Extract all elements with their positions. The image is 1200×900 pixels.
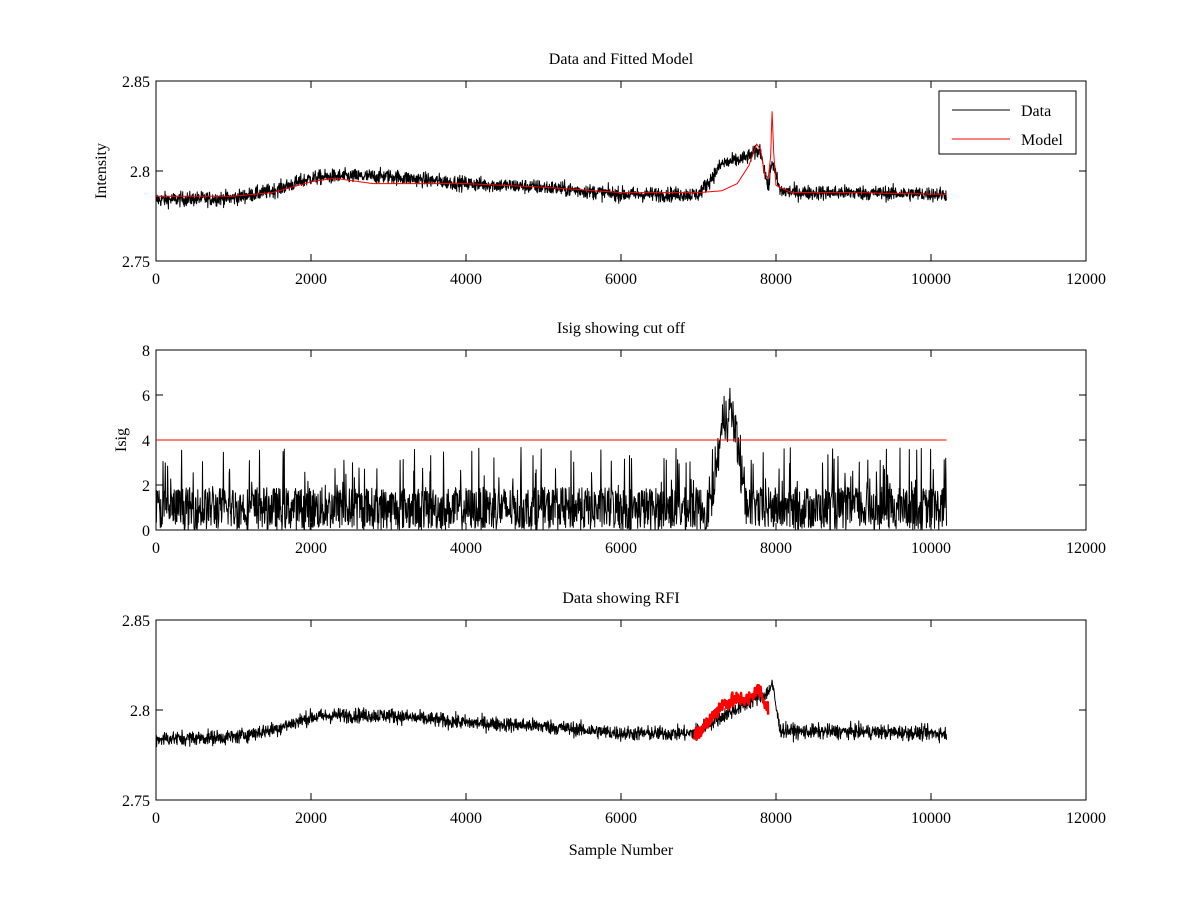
panel-1-yticks: 2.75 2.8 2.85 — [122, 74, 1086, 271]
y-tick-label: 2 — [142, 478, 150, 495]
y-tick-label: 8 — [142, 343, 150, 360]
x-tick-label: 12000 — [1066, 810, 1106, 827]
y-tick-label: 2.8 — [130, 164, 150, 181]
x-tick-label: 6000 — [605, 271, 637, 288]
y-tick-label: 4 — [142, 433, 150, 450]
y-tick-label: 2.75 — [122, 793, 150, 810]
series-line-rfi — [693, 683, 770, 742]
panel-2-series — [155, 387, 947, 531]
y-tick-label: 6 — [142, 388, 150, 405]
x-tick-label: 6000 — [605, 810, 637, 827]
x-tick-label: 2000 — [295, 810, 327, 827]
panel-1-xticks: 0 2000 4000 6000 8000 10000 12000 — [152, 81, 1106, 288]
panel-2-yticks: 0 2 4 6 8 — [142, 343, 1086, 540]
x-tick-label: 0 — [152, 540, 160, 557]
x-tick-label: 4000 — [450, 810, 482, 827]
panel-3-title: Data showing RFI — [562, 590, 679, 607]
y-tick-label: 2.85 — [122, 74, 150, 91]
x-tick-label: 2000 — [295, 540, 327, 557]
panel-2-title: Isig showing cut off — [557, 320, 686, 337]
series-line-isig — [155, 387, 947, 531]
x-tick-label: 8000 — [760, 540, 792, 557]
panel-2-xticks: 0 2000 4000 6000 8000 10000 12000 — [152, 350, 1106, 557]
legend-label-model: Model — [1021, 132, 1063, 149]
y-tick-label: 2.75 — [122, 254, 150, 271]
y-tick-label: 2.85 — [122, 613, 150, 630]
x-tick-label: 6000 — [605, 540, 637, 557]
x-tick-label: 10000 — [911, 540, 951, 557]
panel-1-title: Data and Fitted Model — [549, 51, 694, 68]
y-tick-label: 2.8 — [130, 703, 150, 720]
y-tick-label: 0 — [142, 523, 150, 540]
x-tick-label: 10000 — [911, 271, 951, 288]
x-tick-label: 12000 — [1066, 540, 1106, 557]
panel-data-rfi: Data showing RFI Sample Number 0 2000 4000… — [122, 590, 1106, 859]
legend-label-data: Data — [1021, 103, 1051, 120]
series-line-data — [155, 679, 947, 748]
panel-isig: Isig showing cut off Isig 0 2000 4000 6000 8… — [113, 320, 1106, 557]
panel-1-ylabel: Intensity — [93, 143, 110, 199]
legend: Data Model — [938, 90, 1077, 155]
panel-data-and-model: Data and Fitted Model Intensity 0 2000 400… — [93, 51, 1106, 288]
panel-3-xlabel: Sample Number — [569, 842, 674, 859]
x-tick-label: 4000 — [450, 540, 482, 557]
x-tick-label: 12000 — [1066, 271, 1106, 288]
panel-2-ylabel: Isig — [113, 428, 130, 452]
x-tick-label: 8000 — [760, 271, 792, 288]
x-tick-label: 0 — [152, 810, 160, 827]
series-line-model — [155, 111, 947, 197]
panel-1-series — [155, 111, 947, 210]
panel-3-xticks: 0 2000 4000 6000 8000 10000 12000 — [152, 620, 1106, 827]
x-tick-label: 8000 — [760, 810, 792, 827]
x-tick-label: 4000 — [450, 271, 482, 288]
x-tick-label: 2000 — [295, 271, 327, 288]
panel-3-yticks: 2.75 2.8 2.85 — [122, 613, 1086, 810]
panel-3-series — [155, 679, 947, 748]
x-tick-label: 10000 — [911, 810, 951, 827]
x-tick-label: 0 — [152, 271, 160, 288]
